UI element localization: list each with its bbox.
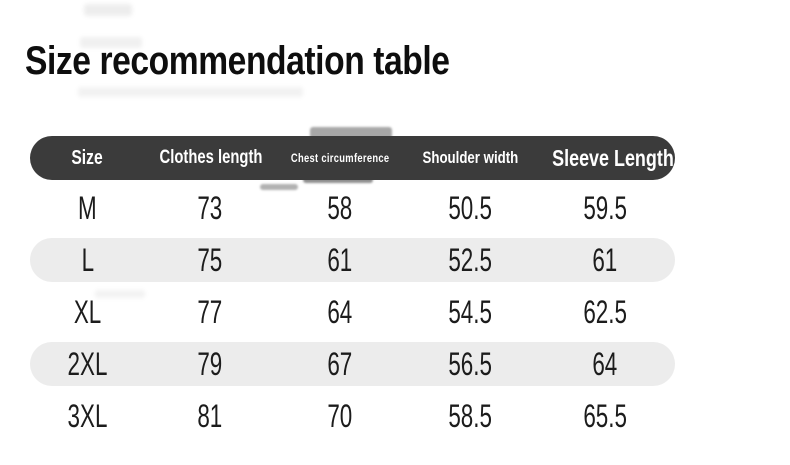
cell-value: 75 <box>197 241 223 278</box>
table-header-row: Size Clothes length Chest circumference … <box>30 136 675 180</box>
cell-value: 59.5 <box>583 189 627 226</box>
table-row-xl: XL 77 64 54.5 62.5 <box>30 286 675 338</box>
size-cell: 3XL <box>30 398 145 435</box>
shoulder-width-cell: 58.5 <box>405 398 535 435</box>
header-label-shoulder-width: Shoulder width <box>422 148 518 167</box>
watermark-artifact <box>84 4 132 16</box>
watermark-artifact <box>303 177 373 183</box>
sleeve-length-cell: 61 <box>535 242 675 279</box>
size-cell: M <box>30 190 145 227</box>
header-label-clothes-length: Clothes length <box>159 147 263 168</box>
cell-value: 61 <box>592 241 618 278</box>
cell-value: 81 <box>197 397 223 434</box>
cell-value: 50.5 <box>448 189 492 226</box>
header-label-chest-circumference: Chest circumference <box>290 151 390 165</box>
sleeve-length-cell: 65.5 <box>535 398 675 435</box>
cell-value: 77 <box>197 293 223 330</box>
header-label-size: Size <box>71 146 104 169</box>
sleeve-length-cell: 62.5 <box>535 294 675 331</box>
cell-value: 58.5 <box>448 397 492 434</box>
header-cell-shoulder-width: Shoulder width <box>405 148 535 168</box>
size-cell: XL <box>30 294 145 331</box>
cell-value: 79 <box>197 345 223 382</box>
size-label: XL <box>73 293 102 330</box>
cell-value: 65.5 <box>583 397 627 434</box>
clothes-length-cell: 73 <box>145 190 275 227</box>
size-cell: L <box>30 242 145 279</box>
size-label: M <box>78 189 97 226</box>
shoulder-width-cell: 52.5 <box>405 242 535 279</box>
cell-value: 64 <box>592 345 618 382</box>
cell-value: 56.5 <box>448 345 492 382</box>
chest-circumference-cell: 70 <box>275 398 405 435</box>
header-label-sleeve-length: Sleeve Length <box>552 144 674 171</box>
cell-value: 52.5 <box>448 241 492 278</box>
chest-circumference-cell: 67 <box>275 346 405 383</box>
size-label: 3XL <box>67 397 108 434</box>
chest-circumference-cell: 58 <box>275 190 405 227</box>
clothes-length-cell: 81 <box>145 398 275 435</box>
header-cell-chest-circumference: Chest circumference <box>275 151 405 165</box>
size-label: 2XL <box>67 345 108 382</box>
cell-value: 62.5 <box>583 293 627 330</box>
cell-value: 67 <box>327 345 353 382</box>
clothes-length-cell: 77 <box>145 294 275 331</box>
header-cell-sleeve-length: Sleeve Length <box>535 145 675 172</box>
chest-circumference-cell: 61 <box>275 242 405 279</box>
cell-value: 70 <box>327 397 353 434</box>
header-cell-size: Size <box>30 147 145 170</box>
size-table: Size Clothes length Chest circumference … <box>30 136 675 442</box>
watermark-artifact <box>80 37 142 48</box>
clothes-length-cell: 75 <box>145 242 275 279</box>
watermark-artifact <box>95 290 145 298</box>
size-label: L <box>81 241 94 278</box>
cell-value: 54.5 <box>448 293 492 330</box>
watermark-artifact <box>260 184 298 190</box>
watermark-artifact <box>78 87 303 97</box>
clothes-length-cell: 79 <box>145 346 275 383</box>
cell-value: 61 <box>327 241 353 278</box>
sleeve-length-cell: 64 <box>535 346 675 383</box>
shoulder-width-cell: 54.5 <box>405 294 535 331</box>
table-row-m: M 73 58 50.5 59.5 <box>30 182 675 234</box>
sleeve-length-cell: 59.5 <box>535 190 675 227</box>
size-cell: 2XL <box>30 346 145 383</box>
table-body: M 73 58 50.5 59.5 L 75 61 52.5 61 XL 77 … <box>30 182 675 442</box>
table-row-3xl: 3XL 81 70 58.5 65.5 <box>30 390 675 442</box>
header-cell-clothes-length: Clothes length <box>145 147 275 169</box>
table-row-2xl: 2XL 79 67 56.5 64 <box>30 342 675 386</box>
cell-value: 58 <box>327 189 353 226</box>
cell-value: 64 <box>327 293 353 330</box>
cell-value: 73 <box>197 189 223 226</box>
page-title: Size recommendation table <box>25 39 450 83</box>
shoulder-width-cell: 56.5 <box>405 346 535 383</box>
chest-circumference-cell: 64 <box>275 294 405 331</box>
shoulder-width-cell: 50.5 <box>405 190 535 227</box>
table-row-l: L 75 61 52.5 61 <box>30 238 675 282</box>
